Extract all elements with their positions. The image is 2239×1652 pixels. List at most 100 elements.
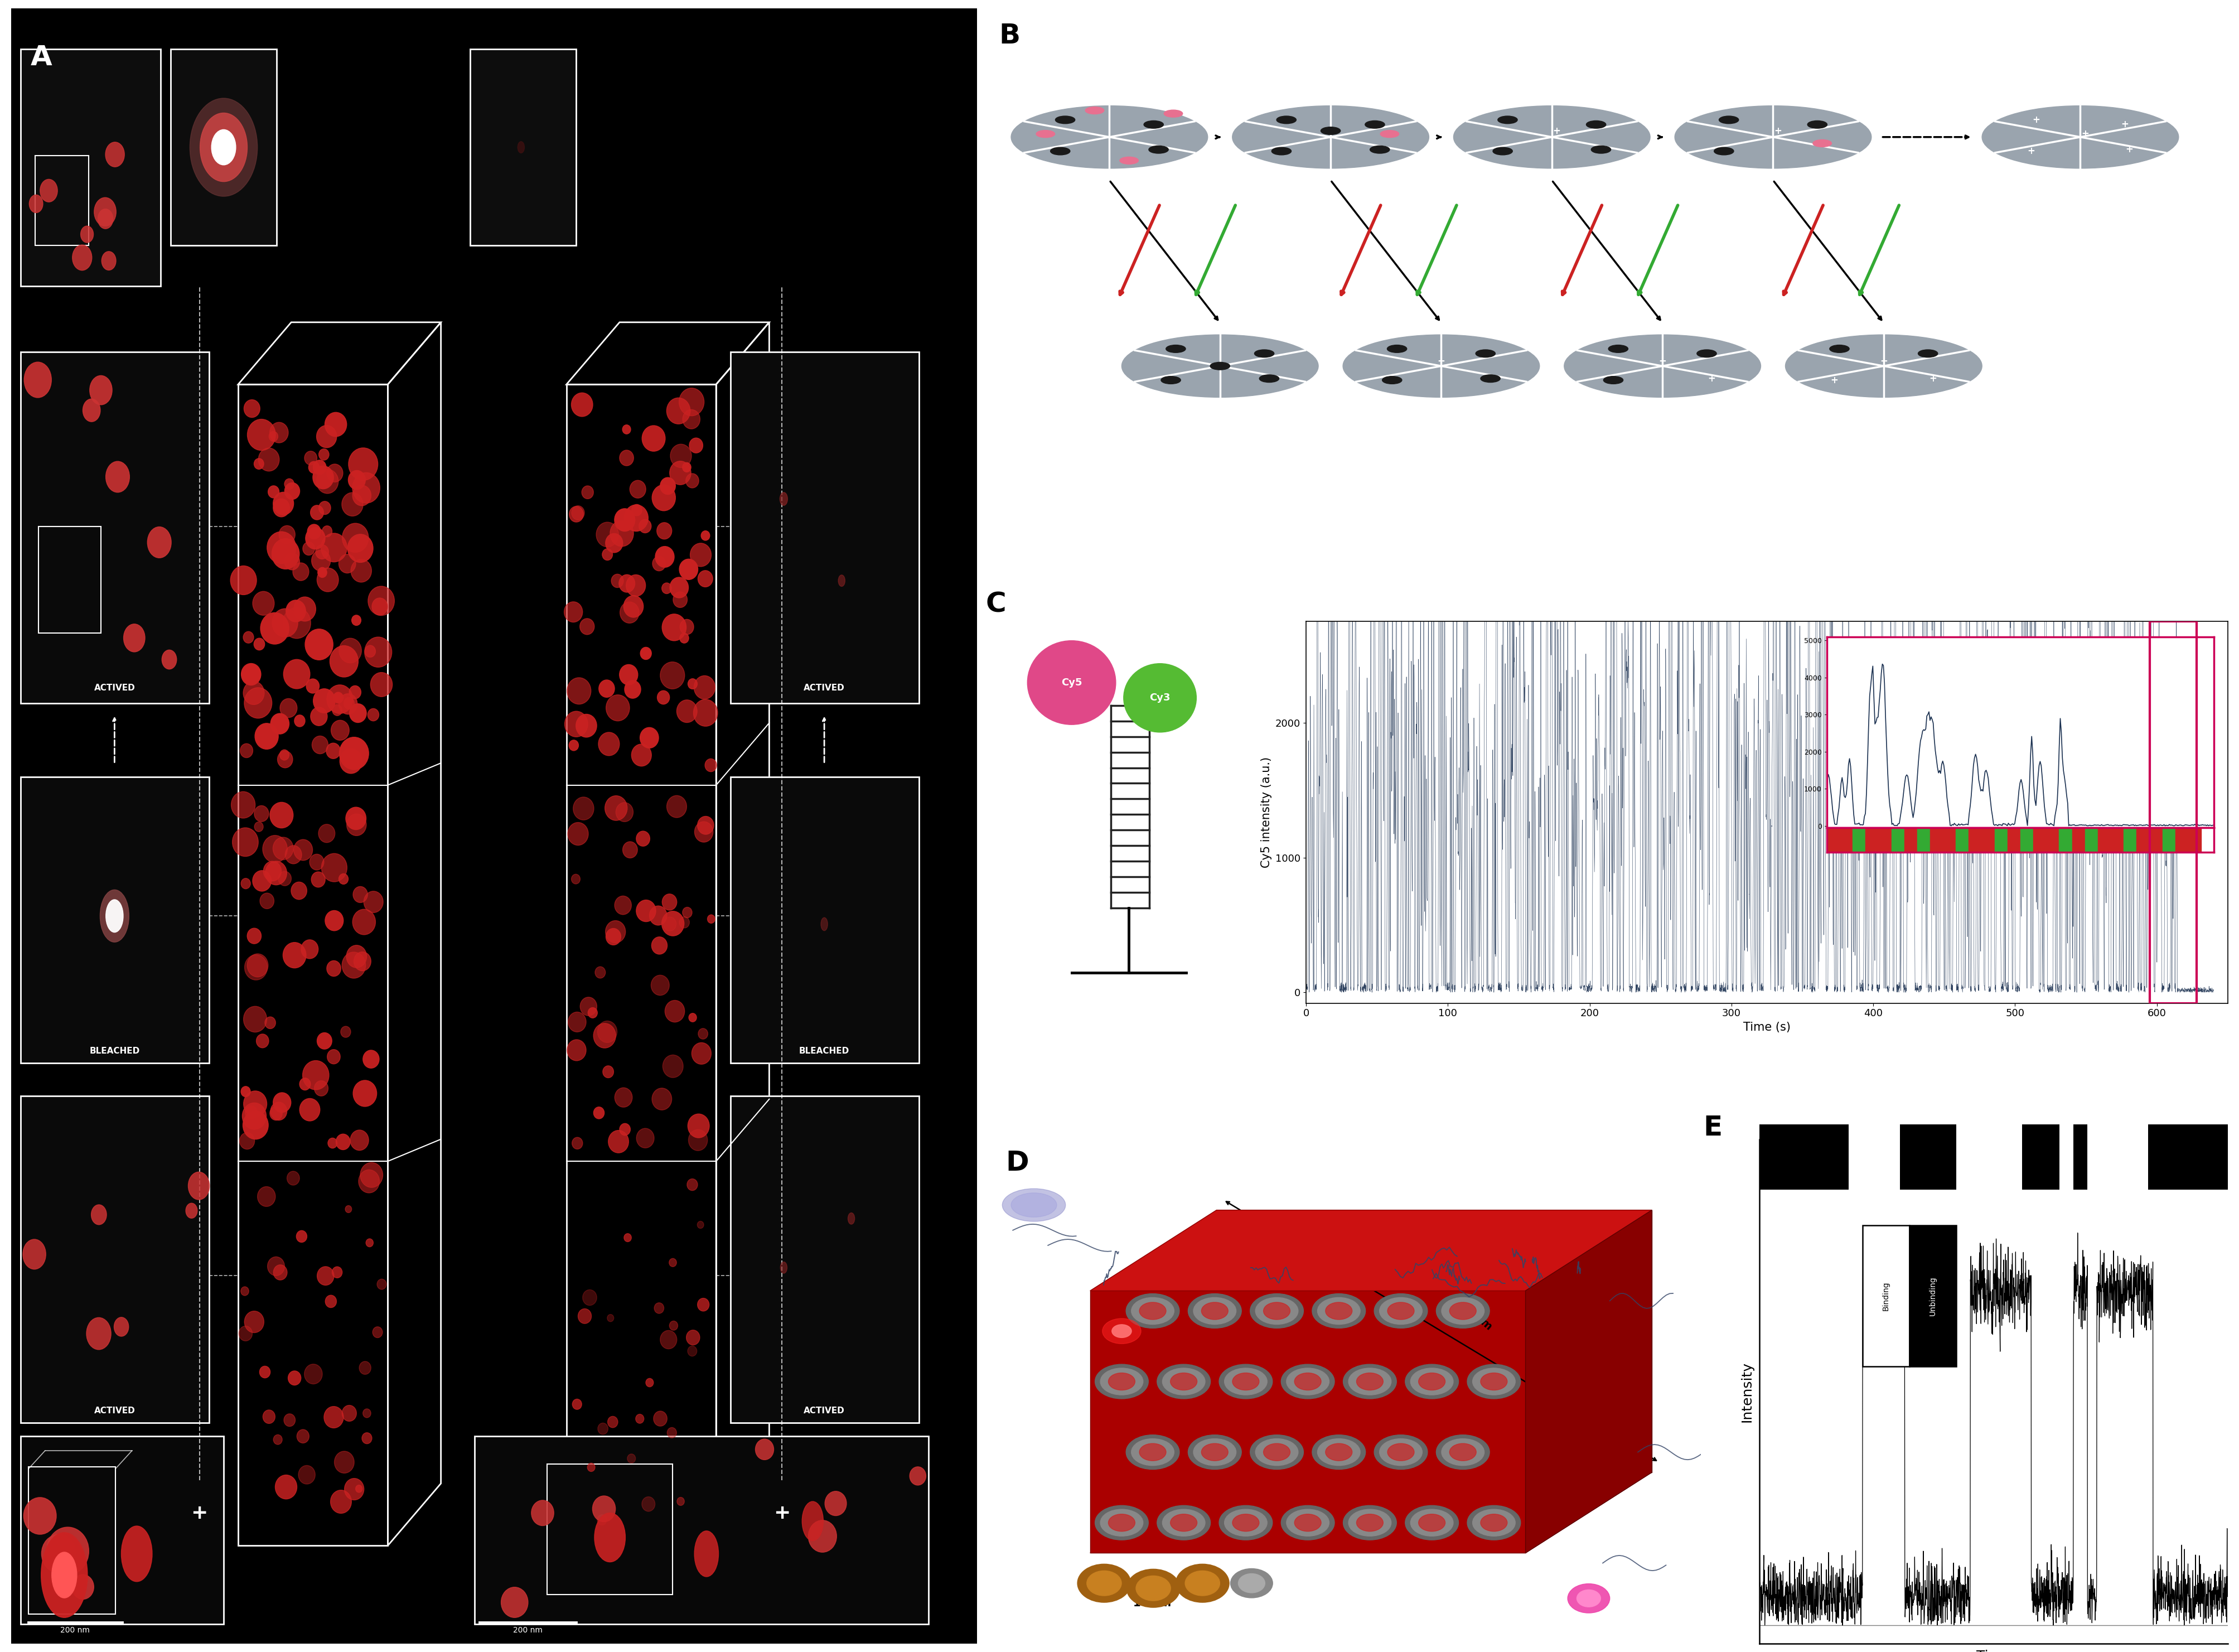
Text: +: + (1881, 357, 1887, 367)
Ellipse shape (260, 1366, 271, 1378)
Ellipse shape (372, 1327, 383, 1338)
Ellipse shape (656, 522, 672, 539)
Ellipse shape (1012, 106, 1207, 169)
Ellipse shape (358, 1170, 378, 1193)
Ellipse shape (1312, 1436, 1366, 1469)
Ellipse shape (273, 1434, 282, 1444)
Ellipse shape (1592, 145, 1610, 154)
Ellipse shape (253, 591, 275, 615)
Ellipse shape (1281, 1505, 1334, 1540)
Ellipse shape (613, 895, 631, 915)
Ellipse shape (531, 1500, 553, 1526)
Text: +: + (1554, 126, 1561, 135)
Text: +: + (190, 1503, 208, 1523)
Ellipse shape (240, 1133, 255, 1150)
Ellipse shape (1099, 1510, 1144, 1536)
Polygon shape (1090, 1472, 1652, 1553)
Ellipse shape (1467, 1365, 1520, 1399)
Ellipse shape (625, 506, 647, 532)
Bar (20, 1436, 224, 1624)
Ellipse shape (327, 743, 340, 758)
Ellipse shape (367, 709, 378, 720)
Ellipse shape (638, 519, 652, 534)
Bar (730, 1095, 918, 1422)
Ellipse shape (582, 486, 593, 499)
Ellipse shape (347, 534, 374, 562)
Ellipse shape (1126, 1294, 1180, 1328)
Ellipse shape (273, 499, 289, 517)
Ellipse shape (271, 1107, 282, 1120)
Ellipse shape (669, 461, 692, 484)
Ellipse shape (280, 750, 289, 760)
Ellipse shape (271, 803, 293, 828)
Ellipse shape (1720, 116, 1740, 124)
Ellipse shape (269, 423, 289, 443)
Ellipse shape (347, 814, 367, 836)
Ellipse shape (620, 601, 638, 623)
Ellipse shape (1467, 1505, 1520, 1540)
Ellipse shape (1476, 350, 1496, 357)
Ellipse shape (1095, 1365, 1149, 1399)
Ellipse shape (349, 704, 367, 722)
Ellipse shape (685, 474, 699, 487)
Ellipse shape (352, 909, 376, 935)
Ellipse shape (242, 1087, 251, 1097)
Ellipse shape (99, 208, 112, 228)
Ellipse shape (325, 1295, 336, 1308)
Ellipse shape (327, 464, 343, 482)
Ellipse shape (282, 942, 307, 968)
Ellipse shape (1348, 1510, 1390, 1536)
Ellipse shape (607, 695, 629, 720)
Ellipse shape (255, 821, 264, 831)
Ellipse shape (1162, 1510, 1205, 1536)
Ellipse shape (678, 917, 690, 928)
Ellipse shape (1263, 1302, 1290, 1320)
Ellipse shape (587, 1464, 596, 1472)
Ellipse shape (253, 871, 271, 890)
Ellipse shape (1321, 127, 1341, 134)
Ellipse shape (311, 506, 325, 520)
Ellipse shape (376, 1279, 387, 1290)
Ellipse shape (322, 525, 331, 537)
Ellipse shape (602, 1066, 613, 1077)
Ellipse shape (293, 563, 309, 580)
Ellipse shape (669, 577, 687, 598)
Ellipse shape (302, 940, 318, 958)
Ellipse shape (669, 1322, 678, 1330)
Ellipse shape (343, 1406, 356, 1421)
Ellipse shape (338, 638, 360, 662)
Ellipse shape (1343, 1505, 1397, 1540)
Ellipse shape (347, 945, 367, 968)
Ellipse shape (300, 1099, 320, 1122)
Ellipse shape (654, 1411, 667, 1426)
Ellipse shape (678, 388, 703, 416)
Ellipse shape (72, 1574, 94, 1599)
Bar (2060, 1125, 2073, 1189)
Ellipse shape (687, 1130, 708, 1151)
Ellipse shape (318, 449, 329, 461)
Ellipse shape (640, 648, 652, 659)
Ellipse shape (231, 567, 257, 595)
Ellipse shape (575, 714, 598, 737)
Ellipse shape (51, 1553, 76, 1597)
Ellipse shape (627, 575, 645, 596)
Ellipse shape (318, 1267, 334, 1285)
Ellipse shape (669, 444, 692, 468)
Ellipse shape (244, 955, 266, 980)
Bar (170, 50, 278, 246)
Ellipse shape (253, 458, 264, 469)
Ellipse shape (1449, 1444, 1476, 1460)
Ellipse shape (1343, 335, 1540, 398)
Text: 16 nm: 16 nm (1133, 1597, 1171, 1609)
Ellipse shape (291, 882, 307, 899)
Ellipse shape (1184, 1571, 1220, 1596)
Ellipse shape (1108, 1373, 1135, 1389)
Ellipse shape (305, 527, 325, 548)
Ellipse shape (1375, 1294, 1428, 1328)
Ellipse shape (589, 1008, 598, 1018)
Ellipse shape (105, 142, 125, 167)
Bar (546, 1464, 672, 1594)
Ellipse shape (331, 1267, 343, 1279)
Ellipse shape (90, 375, 112, 405)
Ellipse shape (244, 400, 260, 418)
